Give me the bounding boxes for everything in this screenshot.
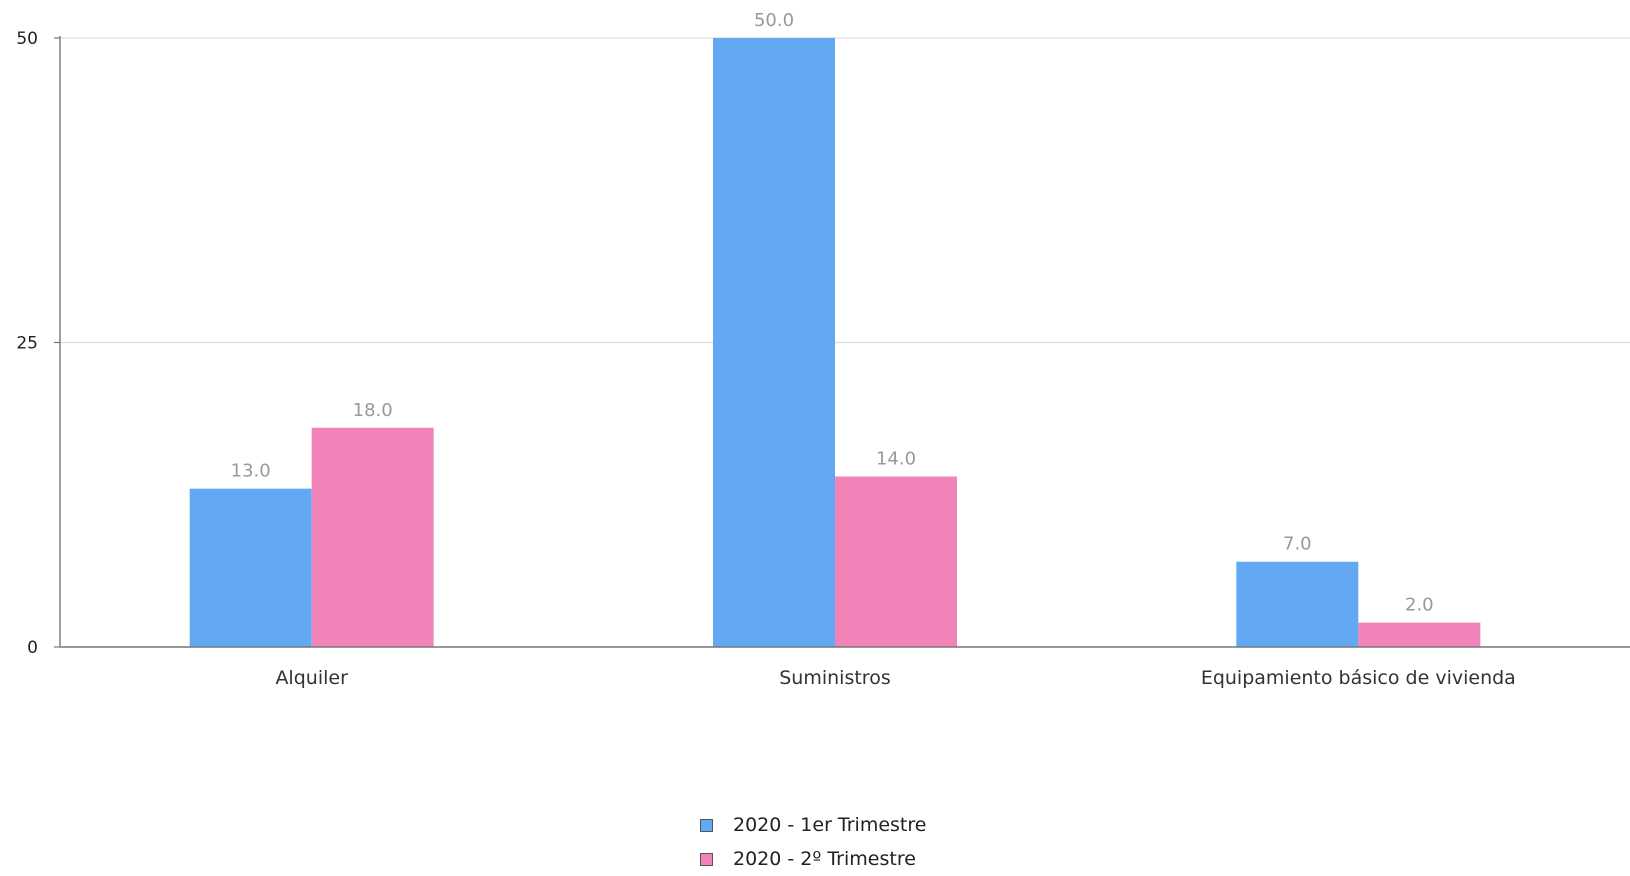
- bar: [713, 38, 835, 647]
- bars: [189, 38, 1481, 647]
- legend-swatch-series-2: [700, 852, 713, 866]
- labels: 0 25 50 13.0 18.0 Alquiler 50.0 14.0 Suministros…: [16, 10, 1515, 689]
- bar: [1358, 622, 1481, 647]
- x-tick-label: Alquiler: [275, 667, 348, 689]
- legend-item-series-1[interactable]: 2020 - 1er Trimestre: [700, 808, 926, 842]
- legend-label-series-1: 2020 - 1er Trimestre: [733, 814, 927, 836]
- grid-lines: [60, 37, 1630, 344]
- legend-label-series-2: 2020 - 2º Trimestre: [733, 848, 916, 870]
- bar: [311, 427, 434, 647]
- bar: [835, 476, 957, 647]
- legend: 2020 - 1er Trimestre 2020 - 2º Trimestre: [700, 808, 926, 876]
- bar: [1236, 561, 1359, 647]
- data-label: 2.0: [1405, 595, 1434, 616]
- data-label: 18.0: [353, 400, 393, 421]
- x-tick-label: Suministros: [779, 667, 890, 689]
- y-tick-label: 25: [16, 334, 38, 354]
- y-tick-label: 0: [27, 638, 38, 658]
- bar: [189, 488, 312, 647]
- axes: [54, 36, 1630, 648]
- y-tick-label: 50: [16, 29, 38, 49]
- data-label: 50.0: [754, 10, 794, 31]
- data-label: 7.0: [1283, 534, 1312, 555]
- legend-swatch-series-1: [700, 818, 713, 832]
- data-label: 14.0: [876, 448, 916, 469]
- data-label: 13.0: [231, 461, 271, 482]
- legend-item-series-2[interactable]: 2020 - 2º Trimestre: [700, 842, 926, 876]
- x-tick-label: Equipamiento básico de vivienda: [1201, 667, 1516, 689]
